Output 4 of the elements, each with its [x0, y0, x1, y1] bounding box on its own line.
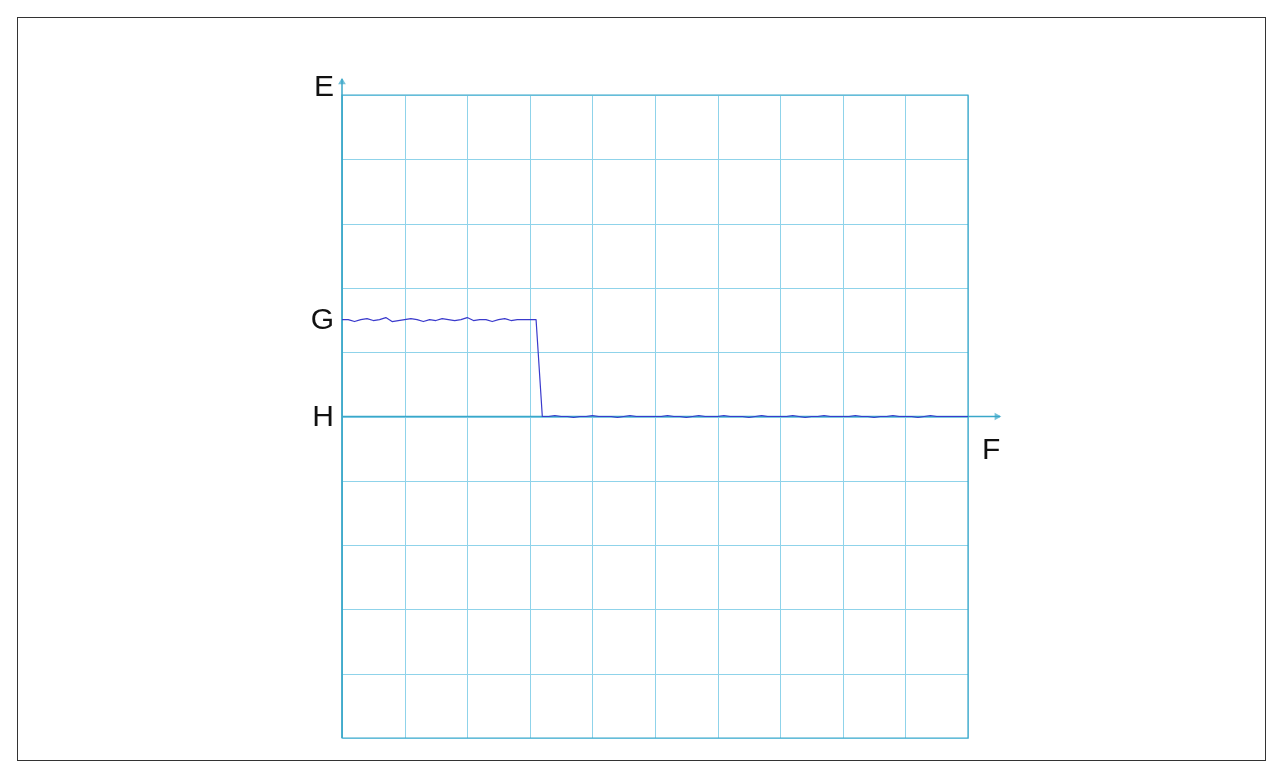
- text: G: [310, 301, 334, 335]
- text: E: [313, 69, 334, 102]
- x-axis-title: F: [982, 432, 1001, 466]
- text: H: [312, 398, 334, 432]
